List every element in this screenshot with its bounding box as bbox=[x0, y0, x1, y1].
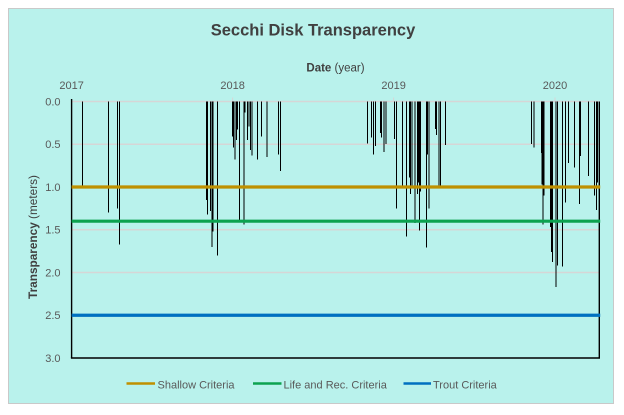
svg-text:0.5: 0.5 bbox=[45, 139, 60, 151]
svg-text:2020: 2020 bbox=[543, 80, 567, 92]
svg-text:2.0: 2.0 bbox=[45, 267, 60, 279]
svg-text:2017: 2017 bbox=[59, 80, 83, 92]
svg-text:2019: 2019 bbox=[381, 80, 405, 92]
svg-text:Secchi Disk Transparency: Secchi Disk Transparency bbox=[211, 22, 416, 40]
svg-text:Transparency (meters): Transparency (meters) bbox=[26, 175, 40, 299]
svg-text:2.5: 2.5 bbox=[45, 310, 60, 322]
svg-text:3.0: 3.0 bbox=[45, 353, 60, 365]
svg-text:Date (year): Date (year) bbox=[306, 63, 364, 75]
svg-text:Trout Criteria: Trout Criteria bbox=[433, 380, 498, 392]
svg-text:Shallow Criteria: Shallow Criteria bbox=[158, 380, 236, 392]
svg-text:Life and Rec. Criteria: Life and Rec. Criteria bbox=[284, 380, 388, 392]
svg-text:1.5: 1.5 bbox=[45, 225, 60, 237]
svg-text:0.0: 0.0 bbox=[45, 96, 60, 108]
svg-text:2018: 2018 bbox=[220, 80, 244, 92]
svg-text:1.0: 1.0 bbox=[45, 182, 60, 194]
